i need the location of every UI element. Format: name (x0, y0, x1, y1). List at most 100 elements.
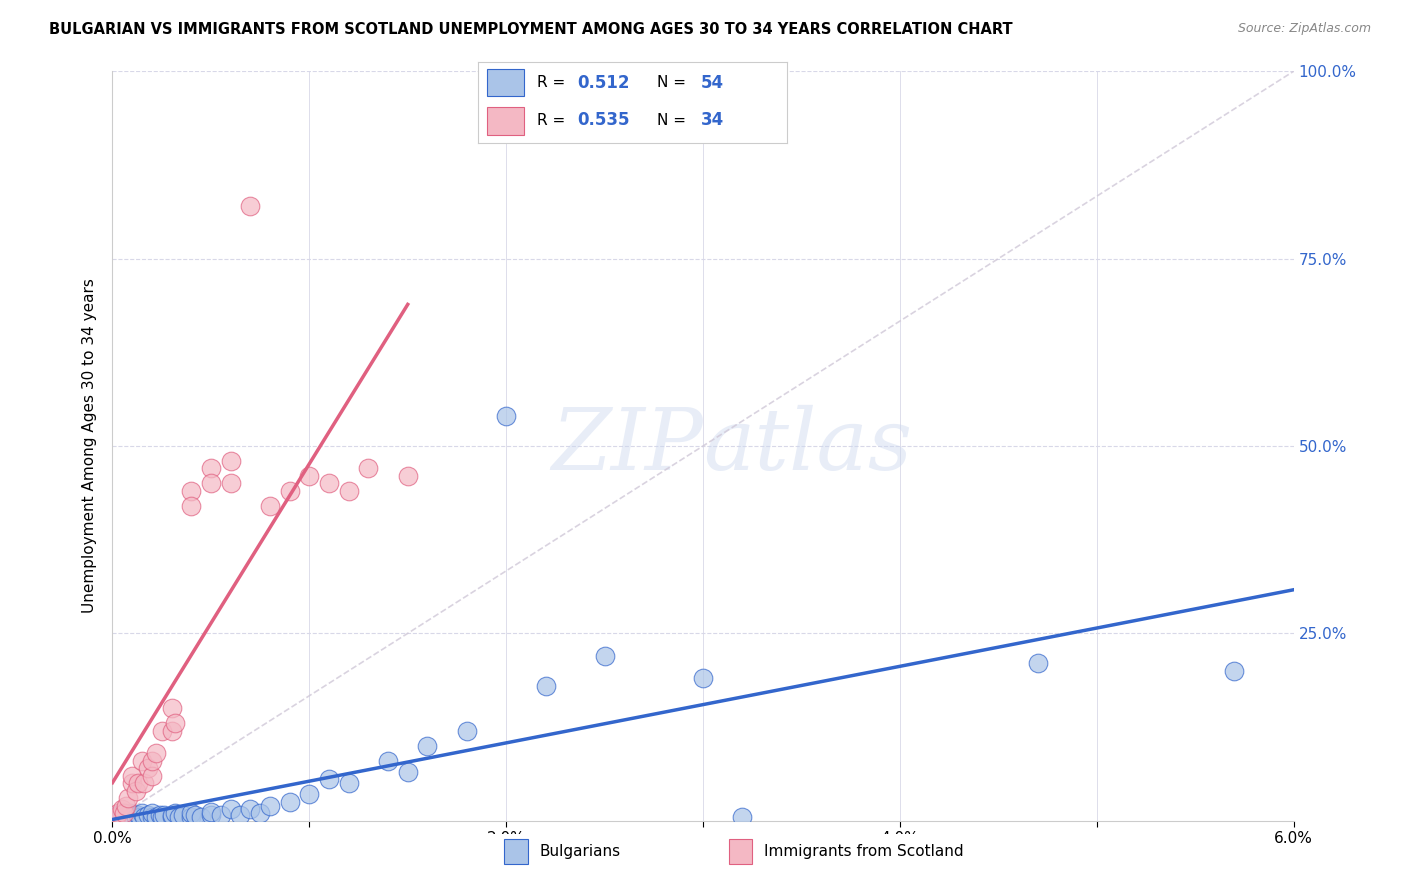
Point (141, 806, 163, 821)
Point (152, 807, 174, 822)
Point (239, 199, 262, 213)
Point (117, 810, 139, 824)
Point (298, 788, 321, 802)
Point (117, 791, 139, 805)
Point (136, 807, 159, 822)
FancyBboxPatch shape (728, 839, 752, 864)
Point (337, 776, 360, 790)
Point (219, 802, 242, 816)
Point (1223, 664, 1246, 678)
Point (121, 807, 143, 822)
Point (145, 810, 167, 824)
Text: 54: 54 (700, 73, 724, 92)
Point (149, 807, 172, 822)
Text: Source: ZipAtlas.com: Source: ZipAtlas.com (1237, 22, 1371, 36)
Point (172, 807, 194, 822)
Point (112, 806, 135, 821)
Point (145, 746, 167, 760)
Point (593, 648, 616, 663)
Point (169, 810, 191, 824)
Point (131, 754, 153, 768)
Point (184, 807, 207, 822)
Point (1026, 657, 1049, 671)
Point (129, 810, 152, 824)
Point (180, 810, 202, 824)
Point (318, 772, 340, 787)
Point (278, 795, 301, 809)
Point (377, 754, 399, 768)
Point (180, 483, 202, 498)
Point (396, 764, 419, 779)
Text: 0.535: 0.535 (576, 112, 630, 129)
Point (111, 806, 134, 821)
Text: BULGARIAN VS IMMIGRANTS FROM SCOTLAND UNEMPLOYMENT AMONG AGES 30 TO 34 YEARS COR: BULGARIAN VS IMMIGRANTS FROM SCOTLAND UN… (49, 22, 1012, 37)
Point (160, 807, 183, 822)
Point (111, 802, 134, 816)
Point (165, 716, 187, 731)
Point (125, 810, 148, 824)
Point (105, 810, 128, 824)
Point (200, 476, 222, 491)
Point (396, 469, 419, 483)
Point (136, 761, 159, 775)
Y-axis label: Unemployment Among Ages 30 to 34 years: Unemployment Among Ages 30 to 34 years (82, 278, 97, 614)
Point (692, 671, 714, 685)
Point (200, 807, 222, 822)
Point (219, 476, 242, 491)
Point (160, 701, 183, 715)
Point (731, 810, 754, 824)
FancyBboxPatch shape (488, 107, 524, 135)
Point (165, 806, 187, 821)
Point (259, 499, 281, 513)
Text: ZIP: ZIP (551, 405, 703, 487)
Point (115, 798, 138, 813)
Point (239, 802, 262, 816)
Point (105, 810, 128, 824)
Text: Bulgarians: Bulgarians (540, 845, 621, 859)
Point (120, 806, 142, 821)
Point (127, 807, 149, 822)
Point (456, 723, 478, 738)
Point (132, 776, 155, 790)
Point (127, 776, 149, 790)
Point (259, 798, 281, 813)
Point (229, 807, 252, 822)
Text: N =: N = (658, 75, 692, 90)
Point (209, 807, 232, 822)
Point (180, 499, 202, 513)
Point (107, 807, 129, 822)
Point (121, 776, 143, 790)
Point (534, 679, 557, 693)
Point (190, 810, 212, 824)
Point (125, 783, 148, 797)
Text: atlas: atlas (703, 405, 912, 487)
Point (121, 810, 143, 824)
Point (249, 806, 271, 821)
Text: R =: R = (537, 75, 569, 90)
Point (219, 454, 242, 468)
Point (200, 461, 222, 475)
Point (150, 810, 173, 824)
Text: Immigrants from Scotland: Immigrants from Scotland (765, 845, 965, 859)
Text: 34: 34 (700, 112, 724, 129)
Point (132, 810, 155, 824)
Point (150, 723, 173, 738)
Point (131, 806, 153, 821)
Point (495, 409, 517, 423)
Text: N =: N = (658, 112, 692, 128)
Point (416, 739, 439, 753)
Point (121, 769, 143, 783)
FancyBboxPatch shape (488, 69, 524, 96)
Point (110, 810, 132, 824)
Point (278, 483, 301, 498)
Point (337, 483, 360, 498)
Point (112, 810, 135, 824)
FancyBboxPatch shape (505, 839, 529, 864)
Point (160, 723, 183, 738)
Point (357, 461, 380, 475)
Point (160, 810, 183, 824)
Point (318, 476, 340, 491)
Point (115, 807, 138, 822)
Point (141, 754, 163, 768)
Point (107, 806, 129, 821)
